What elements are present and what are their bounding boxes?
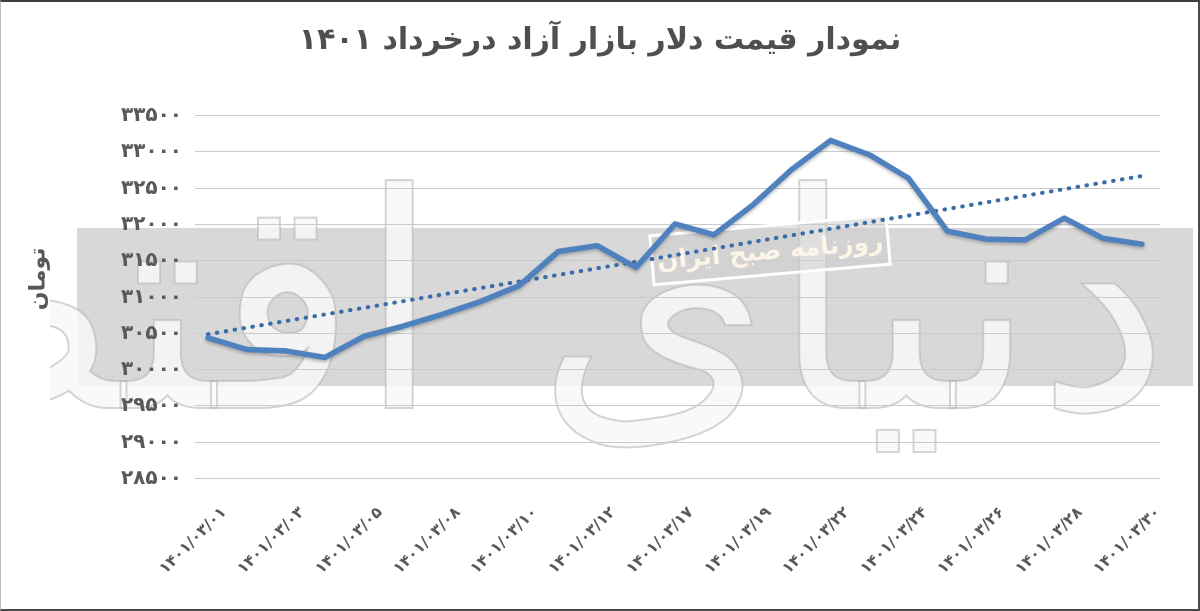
y-tick-label: ۲۹۵۰۰ [120, 392, 182, 417]
y-axis-title: تومان [25, 247, 51, 311]
y-tick-label: ۳۳۰۰۰ [120, 138, 182, 163]
y-tick-label: ۲۹۰۰۰ [120, 428, 182, 453]
y-tick-label: ۳۱۰۰۰ [120, 283, 182, 308]
gridline [195, 369, 1160, 371]
y-tick-label: ۳۱۵۰۰ [120, 247, 182, 272]
gridline [195, 151, 1160, 153]
gridline [195, 441, 1160, 443]
gridline [195, 223, 1160, 225]
y-tick-label: ۲۸۵۰۰ [120, 465, 182, 489]
gridline [195, 296, 1160, 298]
y-tick-label: ۳۳۵۰۰ [120, 102, 182, 126]
watermark-band [77, 228, 1193, 386]
y-tick-label: ۳۲۵۰۰ [120, 174, 182, 199]
gridline [195, 478, 1160, 479]
gridline [195, 332, 1160, 334]
gridline [195, 187, 1160, 189]
y-tick-label: ۳۰۵۰۰ [120, 319, 182, 344]
chart-title: نمودار قیمت دلار بازار آزاد درخرداد ۱۴۰۱ [298, 22, 902, 57]
newspaper-stamp-label: روزنامه صبح ایران [655, 225, 885, 275]
gridline [195, 115, 1160, 116]
gridline [195, 405, 1160, 407]
y-tick-label: ۳۰۰۰۰ [120, 356, 182, 381]
y-tick-label: ۳۲۰۰۰ [120, 210, 182, 235]
